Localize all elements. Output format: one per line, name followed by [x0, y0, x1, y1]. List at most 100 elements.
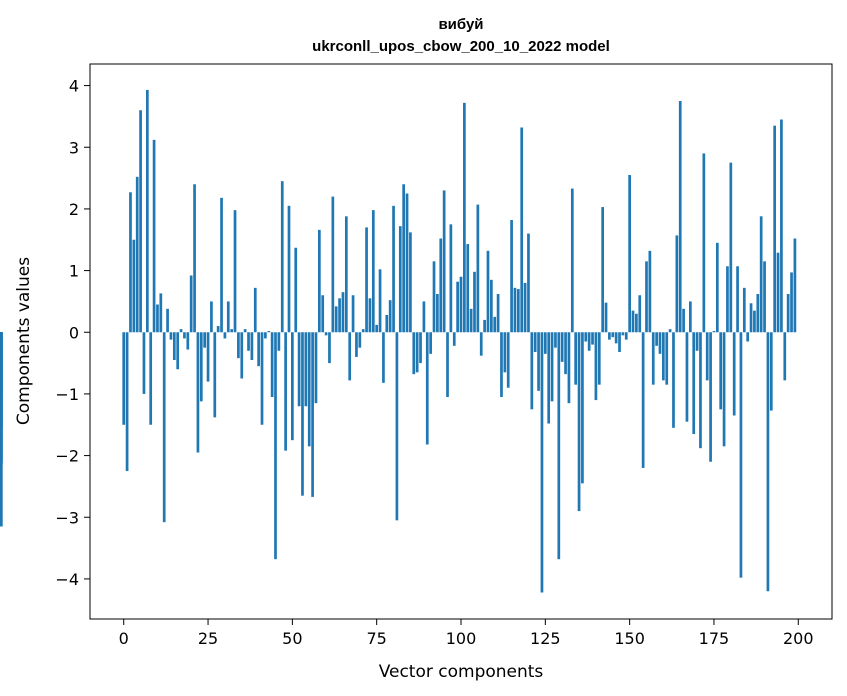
bar: [695, 332, 699, 351]
bar: [193, 184, 196, 333]
bar: [702, 153, 706, 333]
bar: [264, 332, 267, 339]
bar: [378, 269, 382, 333]
bar: [446, 332, 449, 397]
bar: [307, 332, 311, 447]
y-tick-label: −1: [55, 385, 79, 404]
bar: [135, 176, 139, 333]
bar: [742, 287, 746, 333]
bar: [651, 332, 655, 385]
x-tick-label: 150: [614, 629, 645, 648]
bar: [490, 279, 493, 333]
bar: [405, 193, 409, 333]
bar: [371, 210, 375, 333]
bar: [500, 332, 503, 397]
bar: [547, 332, 551, 424]
bar: [314, 332, 318, 404]
bar: [513, 287, 517, 333]
bar: [287, 205, 291, 333]
bar: [766, 332, 770, 592]
bar: [230, 329, 234, 333]
bar: [186, 332, 190, 350]
bar: [712, 331, 716, 333]
bar: [274, 332, 277, 560]
bar: [382, 332, 385, 383]
bar: [422, 301, 426, 333]
bar: [142, 332, 146, 394]
bar: [365, 227, 368, 333]
bar: [672, 332, 675, 428]
bar: [355, 332, 358, 357]
bar: [624, 332, 628, 340]
bar: [324, 332, 328, 336]
y-tick-label: −3: [55, 508, 79, 527]
bar: [459, 276, 463, 333]
bar: [604, 302, 608, 333]
bar: [304, 332, 308, 407]
chart-title-line-2: ukrconll_upos_cbow_200_10_2022 model: [312, 38, 610, 55]
bar: [618, 332, 621, 352]
bar: [577, 332, 581, 512]
bar: [277, 332, 281, 351]
bar: [368, 298, 372, 333]
bar: [675, 235, 679, 333]
bar: [331, 196, 335, 333]
bar: [756, 294, 760, 333]
bar: [122, 332, 126, 425]
bar: [196, 332, 200, 453]
bar: [648, 250, 652, 333]
x-tick-label: 25: [198, 629, 218, 648]
bar: [250, 332, 254, 360]
bar: [611, 332, 615, 338]
bar: [344, 216, 348, 333]
bar: [213, 332, 217, 418]
bar: [759, 216, 763, 333]
bar: [392, 205, 395, 333]
bar: [510, 220, 513, 333]
x-tick-label: 0: [119, 629, 129, 648]
bar: [533, 332, 537, 352]
bar: [705, 332, 709, 381]
bar: [247, 332, 250, 351]
bar: [685, 332, 689, 422]
bar: [439, 238, 443, 333]
bar: [621, 332, 625, 336]
bar: [483, 319, 486, 333]
bar: [584, 332, 588, 342]
bar: [769, 332, 773, 411]
bar: [237, 332, 240, 359]
bar: [783, 332, 787, 381]
x-tick-label: 175: [699, 629, 730, 648]
bar: [419, 332, 422, 364]
bar: [543, 332, 547, 354]
bar: [321, 295, 325, 333]
bar: [301, 332, 304, 496]
bar: [486, 250, 490, 333]
bar: [540, 332, 544, 593]
bar: [780, 119, 783, 333]
bar: [678, 101, 682, 333]
bar: [790, 272, 793, 333]
bar: [297, 332, 301, 407]
x-tick-label: 200: [783, 629, 814, 648]
bar: [668, 329, 672, 333]
bar: [520, 127, 524, 333]
bar: [159, 293, 163, 333]
bar: [318, 229, 321, 333]
bar: [311, 332, 314, 497]
plot-frame: [89, 63, 833, 620]
bar: [152, 139, 156, 333]
bar: [210, 301, 213, 333]
bar: [554, 332, 557, 348]
bar: [753, 310, 756, 333]
bar: [284, 332, 287, 451]
bar: [581, 332, 584, 484]
bar: [715, 242, 719, 333]
bar: [473, 271, 476, 333]
chart-title-line-1: вибуй: [438, 16, 483, 33]
bar: [243, 329, 247, 333]
bar: [358, 332, 362, 348]
bar: [749, 303, 753, 333]
bar: [220, 197, 223, 333]
